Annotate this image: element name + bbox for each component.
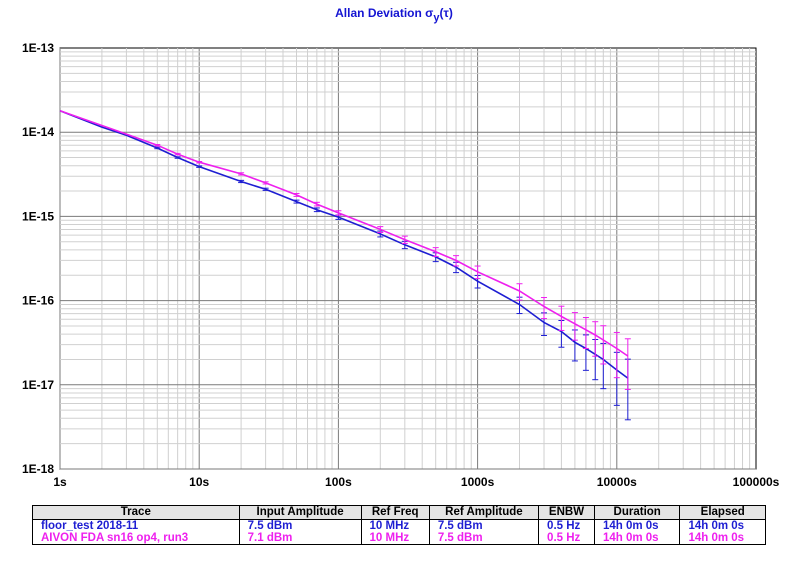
table-header-cell: Ref Freq [360,505,430,520]
table-row: floor_test 2018-11 7.5 dBm 10 MHz 7.5 dBm 0.… [32,519,766,532]
table-cell: 7.5 dBm [238,519,362,532]
allan-deviation-plot: 1s 10s 100s 1000s 10000s 100000s 1E-13 1E-14 1E-… [22,41,780,489]
y-tick-label: 1E-13 [22,41,54,55]
chart-title-tail: (τ) [439,6,453,20]
y-tick-label: 1E-17 [22,378,54,392]
table-cell: 10 MHz [360,532,430,545]
table-cell: AIVON FDA sn16 op4, run3 [32,532,240,545]
table-header-row: Trace Input Amplitude Ref Freq Ref Amplitud… [32,505,766,520]
table-cell: 7.1 dBm [238,532,362,545]
table-cell: 14h 0m 0s [679,532,766,545]
x-tick-label: 10s [189,475,209,489]
y-tick-label: 1E-14 [22,125,54,139]
table-header-cell: Elapsed [679,505,766,520]
chart-title-main: Allan Deviation σ [335,6,434,20]
table-cell: 0.5 Hz [538,519,595,532]
table-row: AIVON FDA sn16 op4, run3 7.1 dBm 10 MHz 7.5… [32,532,766,545]
tick-labels: 1s 10s 100s 1000s 10000s 100000s 1E-13 1E-14 1E-… [22,41,780,489]
y-tick-label: 1E-16 [22,294,54,308]
table-header-cell: Ref Amplitude [428,505,540,520]
table-cell: 14h 0m 0s [679,519,766,532]
table-header-cell: Duration [593,505,681,520]
table-cell: 7.5 dBm [428,532,540,545]
x-tick-label: 1s [53,475,67,489]
trace-summary-table: Trace Input Amplitude Ref Freq Ref Amplitud… [32,505,766,545]
table-cell: 10 MHz [360,519,430,532]
table-body: floor_test 2018-11 7.5 dBm 10 MHz 7.5 dBm 0.… [32,519,766,545]
series-line-aivon-fda [59,109,629,357]
plot-area [59,47,757,470]
table-cell: 14h 0m 0s [593,532,681,545]
series-layer [59,109,631,421]
x-tick-label: 1000s [461,475,495,489]
grid-lines [59,48,756,470]
table-cell: 14h 0m 0s [593,519,681,532]
x-tick-label: 10000s [597,475,637,489]
table-header-cell: Input Amplitude [238,505,362,520]
table-cell: floor_test 2018-11 [32,519,240,532]
table-cell: 7.5 dBm [428,519,540,532]
x-tick-label: 100000s [733,475,780,489]
table-header-cell: Trace [32,505,240,520]
chart-title: Allan Deviation σy(τ) [0,6,788,24]
y-tick-label: 1E-15 [22,209,54,223]
chart-title-subscript: y [433,12,440,24]
x-tick-label: 100s [325,475,352,489]
table-header-cell: ENBW [538,505,595,520]
y-tick-label: 1E-18 [22,462,54,476]
table-cell: 0.5 Hz [538,532,595,545]
